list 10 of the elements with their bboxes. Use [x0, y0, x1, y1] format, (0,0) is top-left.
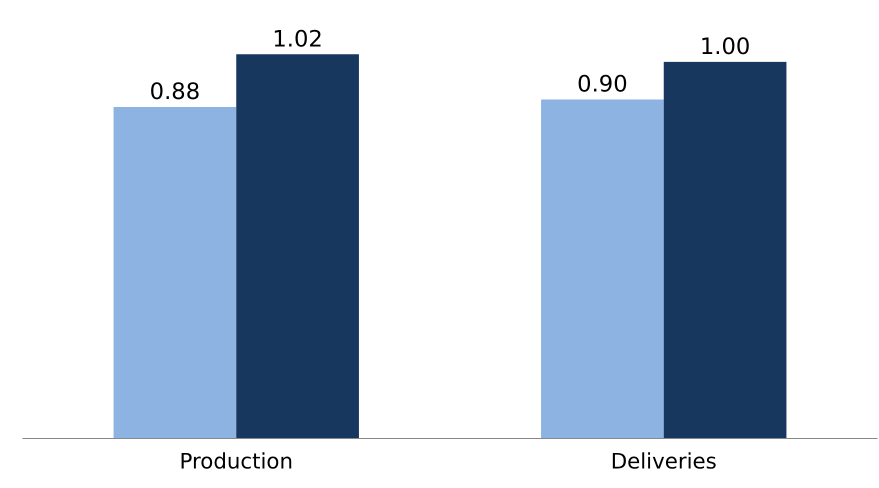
data-label: 1.00: [700, 34, 750, 60]
x-tick-label: Production: [180, 450, 293, 474]
bar: [236, 54, 359, 438]
bar: [114, 107, 236, 438]
data-label: 1.02: [272, 26, 323, 52]
data-label: 0.90: [577, 71, 628, 98]
bar: [541, 99, 664, 438]
bar: [664, 62, 786, 438]
data-label: 0.88: [150, 79, 200, 106]
x-tick-label: Deliveries: [610, 450, 717, 474]
